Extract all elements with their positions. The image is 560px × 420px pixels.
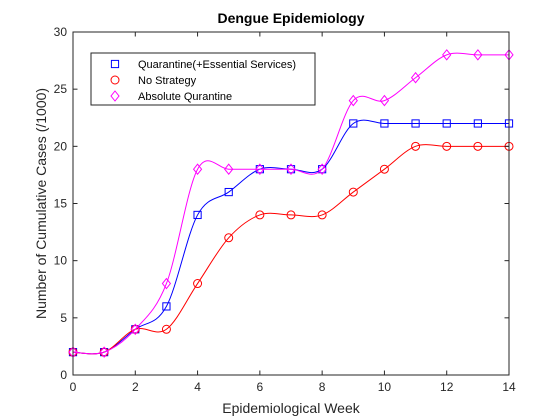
legend-label-2: Absolute Qurantine xyxy=(138,91,232,103)
data-point-1-7 xyxy=(286,210,296,220)
data-point-2-9 xyxy=(348,94,358,107)
y-tick-label-5: 25 xyxy=(54,82,68,96)
y-tick-label-2: 10 xyxy=(54,254,68,268)
data-point-0-13 xyxy=(473,119,482,128)
data-point-0-12 xyxy=(442,119,451,128)
y-tick-label-0: 0 xyxy=(60,368,67,382)
x-tick-label-2: 4 xyxy=(194,380,201,394)
data-point-1-3 xyxy=(161,324,171,334)
y-tick-label-1: 5 xyxy=(60,311,67,325)
data-point-2-11 xyxy=(410,71,421,84)
legend-label-1: No Strategy xyxy=(138,75,197,87)
data-point-2-6 xyxy=(255,163,265,176)
y-tick-label-4: 20 xyxy=(54,139,68,153)
legend-marker-2 xyxy=(110,90,120,102)
x-tick-label-6: 12 xyxy=(440,380,454,394)
data-point-1-10 xyxy=(379,164,389,174)
chart-title: Dengue Epidemiology xyxy=(217,10,364,26)
data-point-2-12 xyxy=(442,49,452,61)
y-tick-label-3: 15 xyxy=(54,197,68,211)
data-point-0-3 xyxy=(162,302,171,311)
legend: Quarantine(+Essential Services) No Strate… xyxy=(90,52,316,106)
data-point-1-4 xyxy=(193,279,203,289)
data-point-2-4 xyxy=(192,163,203,176)
data-point-0-9 xyxy=(349,119,358,128)
x-tick-label-0: 0 xyxy=(70,380,77,394)
data-point-1-11 xyxy=(411,141,421,151)
legend-marker-1 xyxy=(110,75,120,85)
data-point-1-5 xyxy=(224,233,234,243)
data-point-0-11 xyxy=(411,119,420,128)
data-point-2-5 xyxy=(224,163,234,176)
data-point-1-8 xyxy=(317,210,327,220)
series-line-1 xyxy=(72,144,509,355)
x-tick-label-5: 10 xyxy=(378,380,392,394)
x-tick-label-7: 14 xyxy=(502,380,516,394)
series-line-2 xyxy=(72,52,509,355)
data-point-0-10 xyxy=(380,119,389,128)
data-point-2-7 xyxy=(286,163,296,176)
legend-label-0: Quarantine(+Essential Services) xyxy=(138,59,296,71)
legend-box xyxy=(90,52,316,106)
x-tick-label-1: 2 xyxy=(132,380,139,394)
data-point-2-10 xyxy=(379,94,390,107)
series-layer xyxy=(68,49,514,358)
data-point-1-12 xyxy=(442,141,452,151)
legend-marker-0 xyxy=(110,59,120,69)
data-point-2-3 xyxy=(161,277,172,290)
data-point-2-13 xyxy=(473,49,483,61)
data-point-2-2 xyxy=(130,323,140,336)
data-point-2-8 xyxy=(317,163,327,176)
data-point-0-4 xyxy=(193,210,202,220)
x-tick-label-3: 6 xyxy=(257,380,264,394)
axes-layer: 0 2 4 6 8 10 12 14 0 5 10 15 20 25 30 xyxy=(54,25,516,394)
y-axis-label: Number of Cumulative Cases (/1000) xyxy=(33,88,49,319)
x-axis-label: Epidemiological Week xyxy=(222,400,360,416)
data-point-1-13 xyxy=(473,141,483,151)
data-point-2-1 xyxy=(99,346,109,358)
x-tick-label-4: 8 xyxy=(319,380,326,394)
data-point-1-9 xyxy=(348,187,358,197)
data-point-1-6 xyxy=(255,210,265,220)
data-point-0-5 xyxy=(224,187,233,197)
y-tick-label-6: 30 xyxy=(54,25,68,39)
